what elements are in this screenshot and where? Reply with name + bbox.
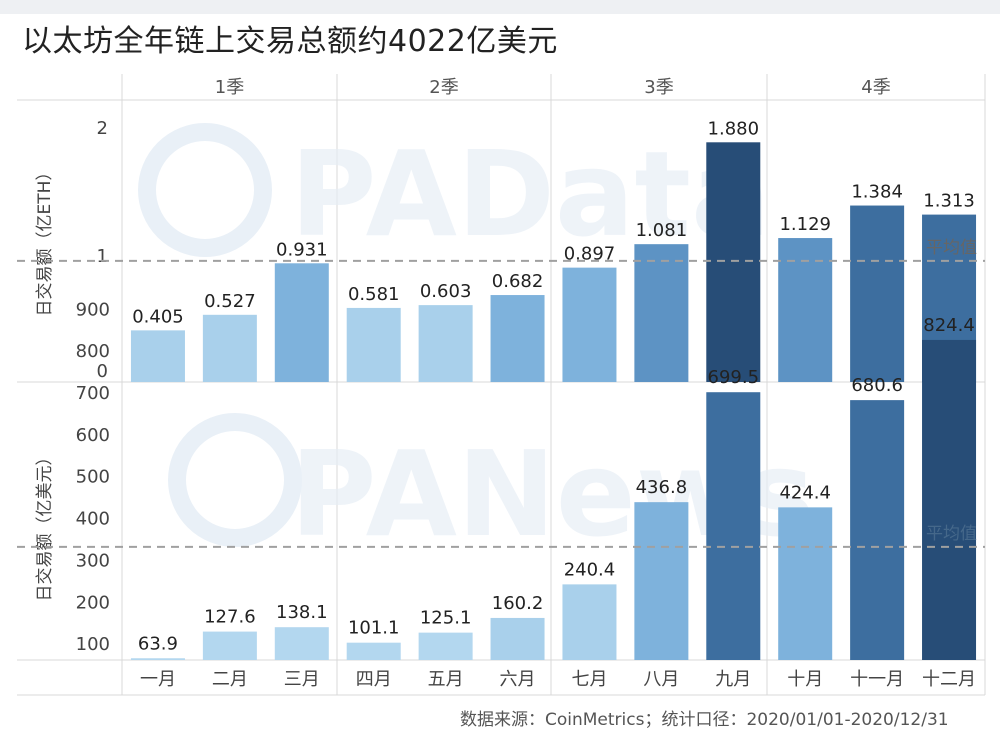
data-label-top: 0.527: [204, 291, 256, 312]
data-label-bottom: 680.6: [851, 375, 903, 396]
bar-bottom: [562, 584, 617, 660]
data-label-top: 1.081: [636, 220, 688, 241]
x-tick-label: 二月: [212, 669, 248, 690]
y-tick-label-bottom: 500: [76, 467, 110, 488]
data-label-bottom: 424.4: [779, 482, 831, 503]
y-tick-label-top: 0: [97, 361, 108, 382]
data-label-bottom: 699.5: [708, 367, 760, 388]
bar-top: [346, 307, 401, 382]
bar-bottom: [922, 339, 977, 660]
average-label-top: 平均值: [926, 238, 977, 258]
bar-top: [418, 305, 473, 382]
data-label-top: 0.682: [492, 271, 544, 292]
x-tick-label: 十二月: [922, 669, 976, 690]
bar-bottom: [850, 400, 905, 660]
data-label-bottom: 240.4: [564, 559, 616, 580]
source-note: 数据来源：CoinMetrics；统计口径：2020/01/01-2020/12…: [460, 710, 949, 730]
data-label-top: 0.581: [348, 284, 400, 305]
data-label-top: 0.931: [276, 239, 328, 260]
data-label-top: 1.880: [708, 118, 760, 139]
bar-top: [130, 330, 185, 382]
bar-top: [778, 238, 833, 382]
bar-top: [562, 267, 617, 382]
x-tick-label: 六月: [500, 669, 536, 690]
bar-bottom: [418, 632, 473, 660]
x-tick-label: 七月: [571, 669, 607, 690]
average-label-bottom: 平均值: [926, 524, 977, 544]
data-label-bottom: 160.2: [492, 593, 544, 614]
bar-bottom: [706, 392, 761, 660]
y-axis-label-top: 日交易额（亿ETH）: [35, 164, 55, 317]
x-tick-label: 四月: [356, 669, 392, 690]
chart-title: 以太坊全年链上交易总额约4022亿美元: [22, 24, 558, 59]
quarter-header: 3季: [644, 77, 673, 98]
bar-bottom: [490, 617, 545, 660]
y-axis-label-bottom: 日交易额（亿美元）: [35, 449, 55, 602]
data-label-bottom: 824.4: [923, 315, 975, 336]
x-tick-label: 三月: [284, 669, 320, 690]
x-tick-label: 五月: [428, 669, 464, 690]
bar-bottom: [634, 502, 689, 660]
data-label-top: 0.405: [132, 306, 184, 327]
bar-bottom: [274, 627, 329, 660]
y-tick-label-top: 2: [97, 118, 108, 139]
y-tick-label-bottom: 100: [76, 634, 110, 655]
top-strip: [0, 0, 1000, 14]
data-label-bottom: 138.1: [276, 602, 328, 623]
y-tick-label-top: 1: [97, 246, 108, 267]
data-label-bottom: 127.6: [204, 607, 256, 628]
data-label-bottom: 101.1: [348, 618, 400, 639]
x-tick-label: 九月: [715, 669, 751, 690]
y-tick-label-bottom: 700: [76, 383, 110, 404]
bar-top: [706, 142, 761, 382]
bar-bottom: [346, 642, 401, 660]
watermark-logo-top: [138, 123, 272, 257]
quarter-header: 2季: [429, 77, 458, 98]
data-label-bottom: 125.1: [420, 608, 472, 629]
data-label-top: 1.129: [779, 214, 831, 235]
data-label-top: 1.384: [851, 182, 903, 203]
bar-top: [274, 263, 329, 382]
y-tick-label-bottom: 600: [76, 425, 110, 446]
y-tick-label-bottom: 400: [76, 509, 110, 530]
y-tick-label-bottom: 900: [76, 299, 110, 320]
bar-bottom: [778, 507, 833, 660]
data-label-top: 1.313: [923, 191, 975, 212]
bar-bottom: [130, 658, 185, 660]
x-tick-label: 十月: [787, 669, 823, 690]
x-tick-label: 十一月: [850, 669, 904, 690]
data-label-bottom: 63.9: [138, 633, 178, 654]
bar-top: [490, 295, 545, 382]
y-tick-label-bottom: 800: [76, 341, 110, 362]
watermark-padata: PAData: [290, 125, 771, 263]
bar-top: [202, 314, 257, 382]
data-label-top: 0.897: [564, 244, 616, 265]
bar-top: [850, 205, 905, 382]
bar-bottom: [202, 631, 257, 660]
quarter-header: 1季: [215, 77, 244, 98]
data-label-bottom: 436.8: [636, 477, 688, 498]
watermark-logo-bottom: [168, 413, 302, 547]
x-tick-label: 八月: [643, 669, 679, 690]
bar-top: [634, 244, 689, 382]
data-label-top: 0.603: [420, 281, 472, 302]
y-tick-label-bottom: 300: [76, 550, 110, 571]
y-tick-label-bottom: 200: [76, 592, 110, 613]
quarter-header: 4季: [861, 77, 890, 98]
x-tick-label: 一月: [140, 669, 176, 690]
